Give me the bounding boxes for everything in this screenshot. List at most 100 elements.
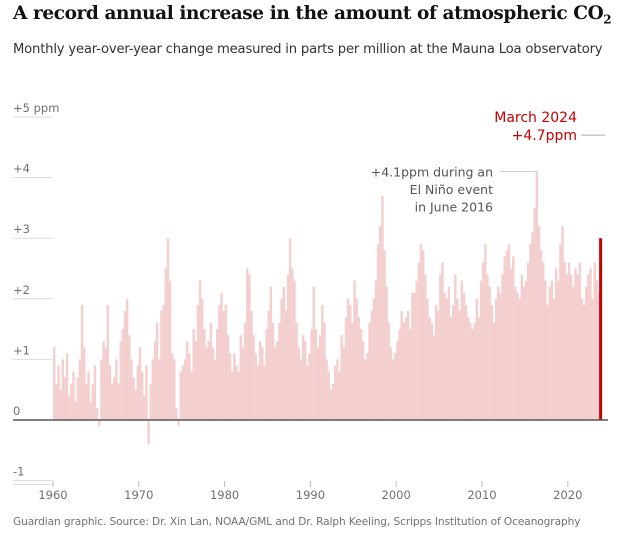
bar: [261, 347, 264, 420]
bar: [293, 280, 296, 420]
bar: [273, 347, 277, 420]
bar: [106, 304, 110, 420]
bar: [479, 280, 483, 420]
highlight-label-value: +4.7ppm: [512, 128, 577, 144]
bar: [83, 347, 86, 420]
bar: [301, 335, 305, 420]
bar: [439, 274, 442, 420]
bar: [297, 347, 300, 420]
bar: [533, 207, 536, 420]
bar: [250, 310, 253, 420]
bar: [53, 347, 56, 420]
bar: [207, 341, 210, 420]
x-tick-label: 1960: [38, 488, 67, 502]
bar: [295, 323, 298, 420]
bar: [177, 420, 180, 427]
bar: [160, 310, 163, 420]
bar: [355, 298, 358, 420]
bar: [306, 365, 309, 420]
bar: [181, 365, 185, 420]
bar: [70, 383, 73, 420]
bar: [366, 353, 369, 420]
bar: [228, 353, 232, 420]
bar: [310, 329, 313, 420]
y-tick-label: 0: [13, 404, 20, 418]
bar: [119, 341, 122, 420]
bar: [372, 298, 376, 420]
bar: [544, 280, 547, 420]
bar: [518, 298, 521, 420]
bar: [91, 383, 95, 420]
bar: [331, 383, 335, 420]
bar: [201, 298, 204, 420]
bar: [89, 401, 92, 420]
annotation-text: in June 2016: [415, 200, 493, 215]
bar: [441, 262, 444, 420]
bar: [426, 298, 429, 420]
bar: [78, 359, 82, 420]
bar: [138, 347, 142, 420]
bar: [299, 359, 303, 420]
bar: [256, 365, 260, 420]
bar: [269, 286, 273, 420]
bar: [475, 298, 479, 420]
annotations: March 2024 +4.7ppm +4.1ppm during an El Niñ…: [371, 110, 605, 215]
bar: [464, 304, 468, 420]
bar: [364, 359, 367, 420]
bar: [546, 304, 549, 420]
bar: [280, 298, 283, 420]
bar: [155, 323, 159, 420]
bar: [188, 353, 191, 420]
bar: [216, 329, 219, 420]
bar: [379, 226, 382, 420]
bar: [85, 383, 88, 420]
bar: [531, 232, 534, 420]
bar: [342, 347, 346, 420]
y-tick-label: +1: [13, 343, 30, 357]
bar: [128, 335, 131, 420]
bar: [567, 262, 571, 420]
bar: [286, 274, 290, 420]
bar: [411, 292, 414, 420]
bar: [357, 316, 361, 420]
bar: [389, 347, 393, 420]
x-tick-label: 2000: [382, 488, 411, 502]
bar: [400, 310, 403, 420]
x-tick-label: 1980: [210, 488, 239, 502]
bar: [471, 329, 474, 420]
bar: [278, 323, 281, 420]
bar: [494, 298, 498, 420]
bar: [336, 359, 339, 420]
bar: [252, 335, 255, 420]
bar: [143, 395, 146, 420]
bar: [398, 329, 401, 420]
bar: [291, 268, 294, 420]
bar: [314, 329, 318, 420]
bar: [104, 347, 107, 420]
bar: [349, 304, 352, 420]
bar: [55, 383, 58, 420]
bar: [158, 359, 161, 420]
bar: [572, 286, 575, 420]
bar: [346, 298, 350, 420]
bar-highlight: [599, 238, 603, 420]
bar: [254, 353, 258, 420]
bar: [271, 323, 275, 420]
bar: [209, 323, 213, 420]
bar: [394, 353, 397, 420]
bar: [80, 304, 84, 420]
bar: [134, 389, 137, 420]
bar: [524, 280, 528, 420]
bar: [243, 323, 247, 420]
bar: [469, 323, 472, 420]
bar: [445, 298, 448, 420]
bar: [509, 268, 513, 420]
bar: [226, 335, 230, 420]
highlight-label-date: March 2024: [494, 110, 577, 126]
bar: [563, 262, 566, 420]
bar: [501, 274, 504, 420]
bar: [548, 286, 551, 420]
bar: [108, 365, 112, 420]
bar: [205, 347, 208, 420]
